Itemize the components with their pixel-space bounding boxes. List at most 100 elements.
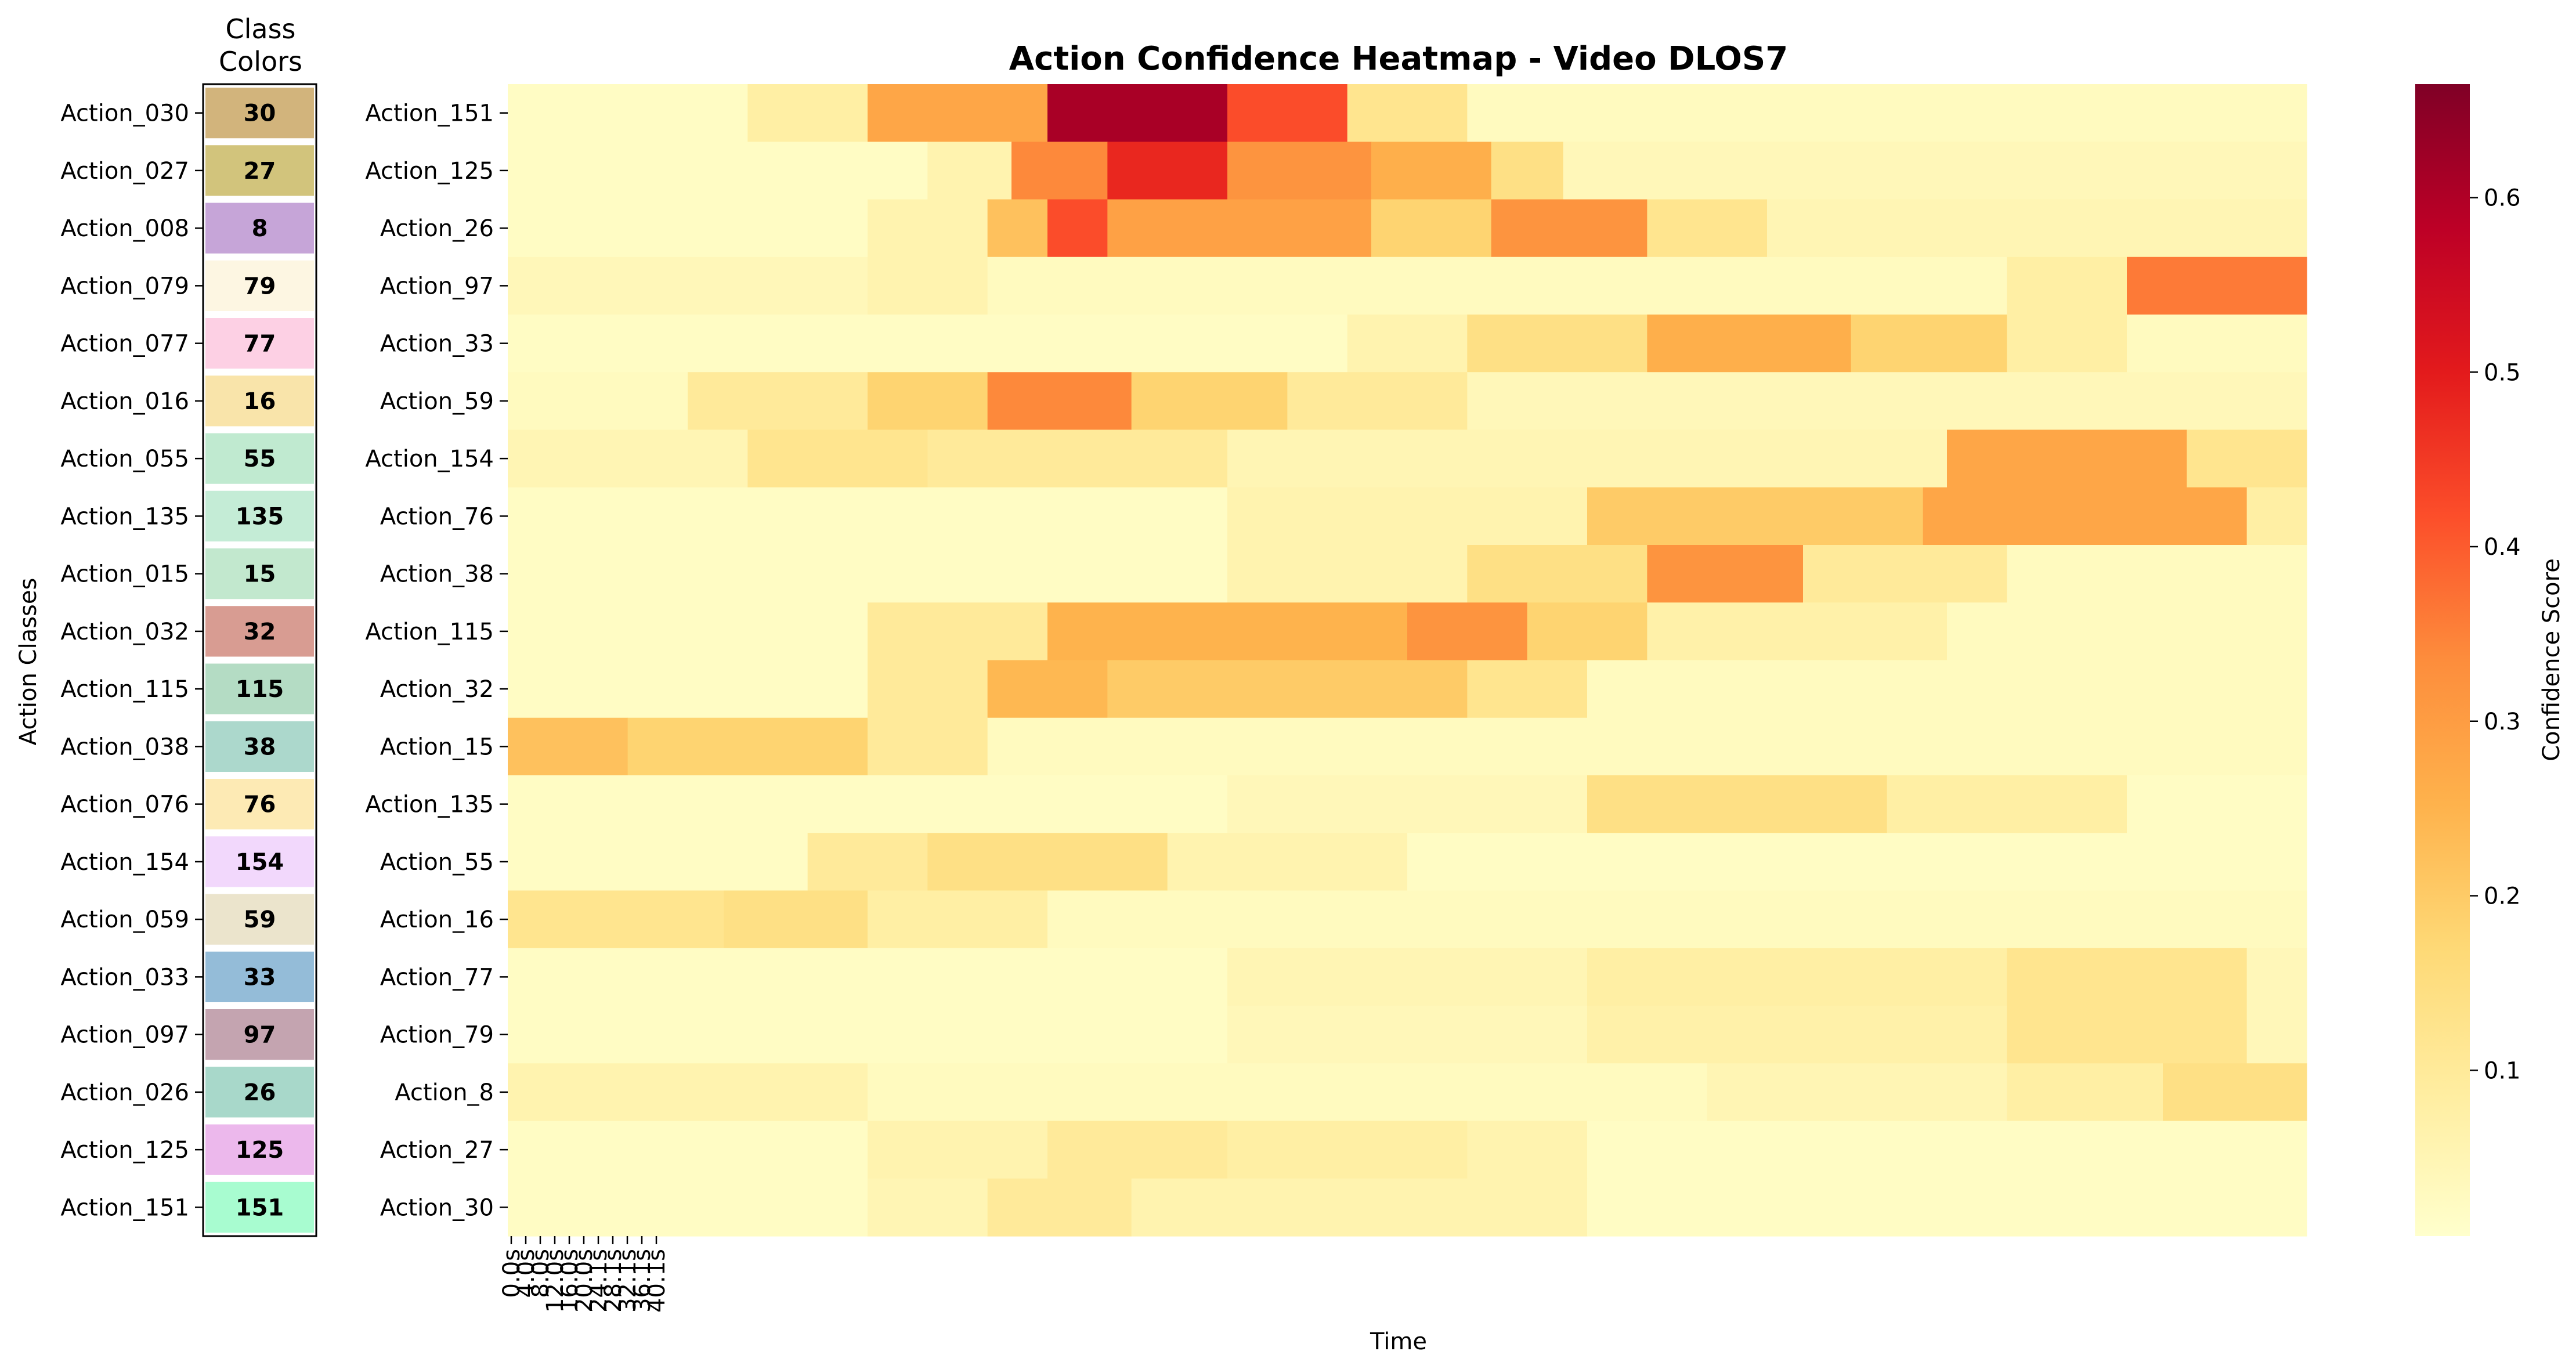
heatmap-cell bbox=[1887, 775, 2127, 833]
colorbar bbox=[2415, 84, 2470, 1236]
heatmap-cell bbox=[1131, 372, 1288, 431]
x-tick-label: 20.0s bbox=[571, 1249, 598, 1313]
class-color-label: Action_008 bbox=[60, 215, 189, 242]
heatmap-cell bbox=[1803, 545, 2007, 603]
class-color-value: 32 bbox=[244, 619, 276, 645]
heatmap-cell bbox=[868, 602, 1048, 661]
heatmap-cell bbox=[508, 257, 868, 315]
heatmap-cell bbox=[1131, 1178, 1348, 1237]
class-color-swatch bbox=[205, 1182, 314, 1233]
class-color-swatch bbox=[205, 318, 314, 369]
class-color-swatch bbox=[205, 606, 314, 657]
heatmap-cell bbox=[1227, 545, 1468, 603]
colorbar-tick-label: 0.2 bbox=[2484, 883, 2521, 910]
colorbar-tick-label: 0.1 bbox=[2484, 1057, 2521, 1084]
heatmap-cell bbox=[508, 1121, 868, 1179]
heatmap-cell bbox=[868, 1063, 1708, 1122]
class-color-value: 38 bbox=[244, 734, 276, 760]
x-tick-label: 32.1s bbox=[615, 1249, 641, 1313]
heatmap-cell bbox=[1407, 602, 1528, 661]
heatmap-cell bbox=[627, 717, 868, 776]
heatmap-cell bbox=[747, 429, 928, 488]
class-colors-frame bbox=[202, 83, 317, 1237]
heatmap-row-label: Action_30 bbox=[380, 1194, 494, 1221]
heatmap-cell bbox=[1587, 1121, 2307, 1179]
heatmap-cell bbox=[927, 429, 1228, 488]
class-color-swatch bbox=[205, 1067, 314, 1118]
class-color-label: Action_033 bbox=[60, 964, 189, 991]
heatmap-cell bbox=[1491, 142, 1564, 200]
heatmap-cell bbox=[1647, 199, 1768, 258]
heatmap-cell bbox=[1371, 142, 1492, 200]
heatmap-cell bbox=[868, 890, 1048, 949]
class-color-value: 15 bbox=[244, 561, 276, 588]
heatmap-cell bbox=[2127, 775, 2307, 833]
class-color-swatch bbox=[205, 894, 314, 945]
heatmap-cell bbox=[987, 1178, 1132, 1237]
heatmap-cell bbox=[2246, 487, 2307, 546]
colorbar-ticks: 0.1 0.2 0.3 0.4 0.5 0.6 bbox=[2470, 185, 2521, 1084]
heatmap-cell bbox=[987, 199, 1048, 258]
heatmap-cell bbox=[1587, 487, 1924, 546]
x-tick-label: 16.0s bbox=[557, 1249, 583, 1313]
class-color-value: 154 bbox=[236, 849, 284, 876]
heatmap-cell bbox=[1047, 199, 1108, 258]
heatmap-cell bbox=[2007, 1006, 2248, 1064]
heatmap-cell bbox=[1227, 948, 1588, 1006]
heatmap-cell bbox=[508, 948, 1228, 1006]
heatmap-cell bbox=[508, 84, 748, 142]
class-color-label: Action_079 bbox=[60, 273, 189, 299]
class-color-swatch bbox=[205, 951, 314, 1002]
heatmap-cell bbox=[2007, 315, 2127, 373]
heatmap-cell bbox=[1467, 84, 2307, 142]
heatmap-cell bbox=[508, 890, 724, 949]
heatmap-cell bbox=[1923, 487, 2248, 546]
x-tick-label: 8.0s bbox=[528, 1249, 554, 1298]
heatmap-cell bbox=[1287, 372, 1468, 431]
heatmap-cell bbox=[1347, 84, 1468, 142]
class-color-swatch bbox=[205, 1009, 314, 1060]
heatmap-row-label: Action_97 bbox=[380, 273, 494, 299]
heatmap-cell bbox=[987, 660, 1108, 718]
class-color-label: Action_154 bbox=[60, 849, 189, 876]
heatmap-cell bbox=[1587, 660, 2307, 718]
class-color-label: Action_097 bbox=[60, 1022, 189, 1049]
heatmap-cell bbox=[1647, 602, 1948, 661]
heatmap-cell bbox=[508, 487, 1228, 546]
heatmap-cell bbox=[1227, 1121, 1468, 1179]
colorbar-tick-label: 0.5 bbox=[2484, 359, 2521, 386]
heatmap-cell bbox=[2246, 1006, 2307, 1064]
heatmap-cell bbox=[508, 1006, 1228, 1064]
heatmap-cell bbox=[508, 1063, 868, 1122]
heatmap-cell bbox=[868, 660, 988, 718]
class-color-value: 33 bbox=[244, 964, 276, 991]
heatmap-cell bbox=[508, 199, 868, 258]
heatmap-cell bbox=[1371, 199, 1492, 258]
heatmap-row-label: Action_125 bbox=[365, 158, 494, 185]
heatmap-cell bbox=[1347, 1178, 1588, 1237]
heatmap-cell bbox=[2246, 948, 2307, 1006]
heatmap-cell bbox=[927, 142, 1012, 200]
heatmap-row-label: Action_59 bbox=[380, 388, 494, 415]
heatmap-cell bbox=[1467, 660, 1588, 718]
heatmap-cell bbox=[987, 257, 2007, 315]
heatmap-cell bbox=[688, 372, 868, 431]
heatmap-cell bbox=[1227, 84, 1348, 142]
class-color-label: Action_076 bbox=[60, 792, 189, 818]
heatmap-cell bbox=[1227, 775, 1588, 833]
class-color-swatch bbox=[205, 721, 314, 772]
heatmap-row-label: Action_76 bbox=[380, 503, 494, 530]
heatmap-cell bbox=[508, 315, 1348, 373]
colorbar-tick-label: 0.6 bbox=[2484, 185, 2521, 211]
class-color-value: 97 bbox=[244, 1022, 276, 1049]
class-colors-panel: 30 Action_030 27 Action_027 8 Action_008 79 Act… bbox=[60, 83, 317, 1237]
heatmap-cell bbox=[508, 1178, 868, 1237]
heatmap-row-label: Action_154 bbox=[365, 446, 494, 472]
heatmap-row-label: Action_8 bbox=[395, 1079, 494, 1106]
heatmap-cell bbox=[1587, 1006, 2007, 1064]
heatmap-row-label: Action_55 bbox=[380, 849, 494, 876]
heatmap-cell bbox=[2007, 545, 2307, 603]
heatmap-cell bbox=[2187, 429, 2307, 488]
heatmap-cell bbox=[1107, 660, 1468, 718]
